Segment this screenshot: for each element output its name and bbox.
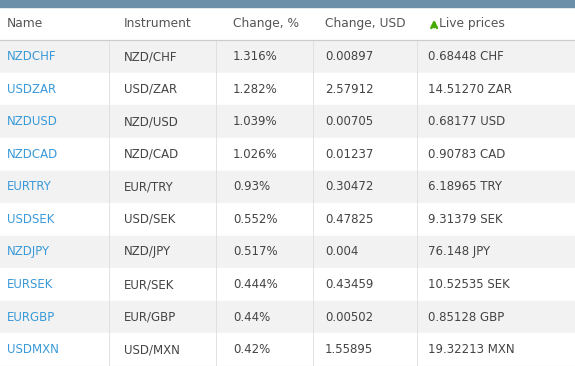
Text: 0.00897: 0.00897 bbox=[325, 50, 373, 63]
Text: EURGBP: EURGBP bbox=[7, 311, 55, 324]
Text: Change, %: Change, % bbox=[233, 17, 299, 30]
Text: 0.44%: 0.44% bbox=[233, 311, 270, 324]
Text: 1.316%: 1.316% bbox=[233, 50, 278, 63]
Text: NZDJPY: NZDJPY bbox=[7, 246, 50, 258]
Bar bbox=[0, 203, 575, 236]
Text: EURTRY: EURTRY bbox=[7, 180, 52, 193]
Text: USD/MXN: USD/MXN bbox=[124, 343, 179, 356]
Text: NZD/USD: NZD/USD bbox=[124, 115, 178, 128]
Text: NZD/CHF: NZD/CHF bbox=[124, 50, 177, 63]
Bar bbox=[0, 301, 575, 333]
Text: EUR/SEK: EUR/SEK bbox=[124, 278, 174, 291]
Text: USD/SEK: USD/SEK bbox=[124, 213, 175, 226]
Text: 0.004: 0.004 bbox=[325, 246, 358, 258]
Bar bbox=[0, 73, 575, 105]
Text: NZD/CAD: NZD/CAD bbox=[124, 148, 179, 161]
Bar bbox=[0, 236, 575, 268]
Bar bbox=[0, 40, 575, 73]
Text: 0.552%: 0.552% bbox=[233, 213, 277, 226]
Text: 0.93%: 0.93% bbox=[233, 180, 270, 193]
Text: 1.026%: 1.026% bbox=[233, 148, 278, 161]
Text: 0.43459: 0.43459 bbox=[325, 278, 373, 291]
Text: USDSEK: USDSEK bbox=[7, 213, 54, 226]
Text: 0.444%: 0.444% bbox=[233, 278, 278, 291]
Text: NZD/JPY: NZD/JPY bbox=[124, 246, 171, 258]
Text: USDMXN: USDMXN bbox=[7, 343, 59, 356]
Text: 0.90783 CAD: 0.90783 CAD bbox=[428, 148, 506, 161]
Text: EUR/TRY: EUR/TRY bbox=[124, 180, 174, 193]
Bar bbox=[0, 171, 575, 203]
Text: 76.148 JPY: 76.148 JPY bbox=[428, 246, 490, 258]
Bar bbox=[0, 105, 575, 138]
Text: 0.85128 GBP: 0.85128 GBP bbox=[428, 311, 505, 324]
Text: 6.18965 TRY: 6.18965 TRY bbox=[428, 180, 503, 193]
Text: Instrument: Instrument bbox=[124, 17, 191, 30]
Text: 19.32213 MXN: 19.32213 MXN bbox=[428, 343, 515, 356]
Text: 9.31379 SEK: 9.31379 SEK bbox=[428, 213, 503, 226]
Text: Name: Name bbox=[7, 17, 43, 30]
Text: 0.30472: 0.30472 bbox=[325, 180, 373, 193]
Text: NZDCAD: NZDCAD bbox=[7, 148, 58, 161]
Text: USDZAR: USDZAR bbox=[7, 83, 56, 96]
Text: Change, USD: Change, USD bbox=[325, 17, 405, 30]
Text: 2.57912: 2.57912 bbox=[325, 83, 374, 96]
Text: 1.55895: 1.55895 bbox=[325, 343, 373, 356]
Bar bbox=[0, 7, 575, 40]
Bar bbox=[0, 0, 575, 7]
Text: 0.68448 CHF: 0.68448 CHF bbox=[428, 50, 504, 63]
Text: 1.039%: 1.039% bbox=[233, 115, 278, 128]
Text: 0.68177 USD: 0.68177 USD bbox=[428, 115, 505, 128]
Text: NZDCHF: NZDCHF bbox=[7, 50, 56, 63]
Text: 0.00705: 0.00705 bbox=[325, 115, 373, 128]
Text: 1.282%: 1.282% bbox=[233, 83, 278, 96]
Text: EUR/GBP: EUR/GBP bbox=[124, 311, 176, 324]
Bar bbox=[0, 138, 575, 171]
Text: 0.47825: 0.47825 bbox=[325, 213, 373, 226]
Text: 0.517%: 0.517% bbox=[233, 246, 278, 258]
Text: 14.51270 ZAR: 14.51270 ZAR bbox=[428, 83, 512, 96]
Text: 10.52535 SEK: 10.52535 SEK bbox=[428, 278, 510, 291]
Bar bbox=[0, 268, 575, 301]
Text: EURSEK: EURSEK bbox=[7, 278, 53, 291]
Text: USD/ZAR: USD/ZAR bbox=[124, 83, 177, 96]
Text: NZDUSD: NZDUSD bbox=[7, 115, 58, 128]
Text: 0.42%: 0.42% bbox=[233, 343, 270, 356]
Text: 0.00502: 0.00502 bbox=[325, 311, 373, 324]
Bar bbox=[0, 333, 575, 366]
Text: 0.01237: 0.01237 bbox=[325, 148, 373, 161]
Text: Live prices: Live prices bbox=[439, 17, 505, 30]
